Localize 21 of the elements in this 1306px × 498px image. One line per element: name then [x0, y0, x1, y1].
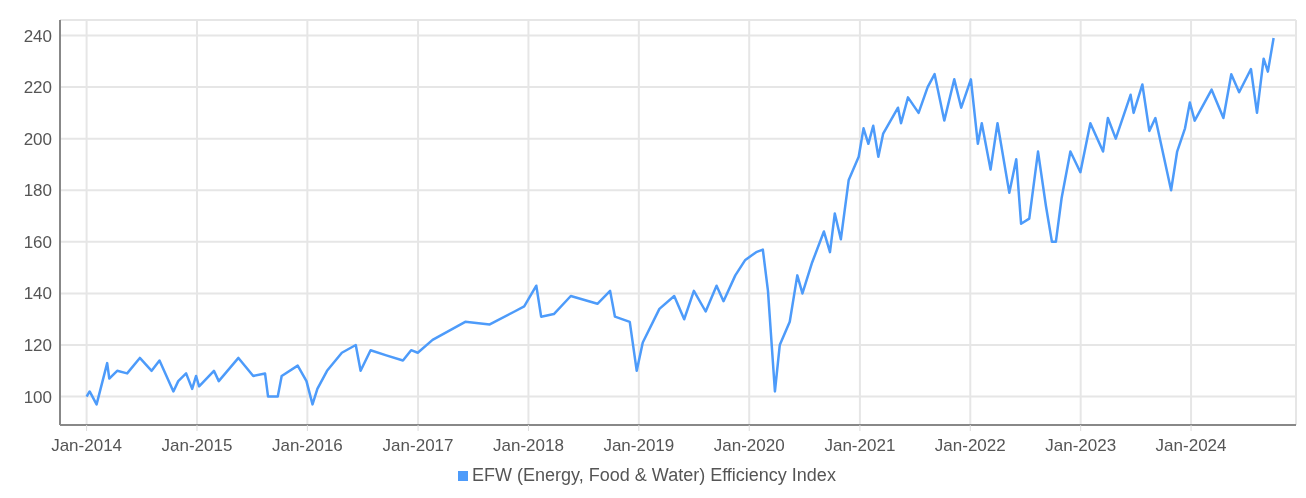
x-tick-label: Jan-2017	[382, 436, 454, 456]
x-tick-label: Jan-2015	[161, 436, 233, 456]
y-tick-label: 180	[23, 181, 52, 201]
y-tick-label: 200	[23, 129, 52, 149]
x-tick-label: Jan-2014	[51, 436, 123, 456]
line-series	[85, 36, 1275, 406]
legend-label: EFW (Energy, Food & Water) Efficiency Index	[472, 465, 836, 485]
y-tick-label: 240	[23, 26, 52, 46]
x-tick-label: Jan-2016	[271, 436, 343, 456]
x-tick-label: Jan-2019	[603, 436, 675, 456]
x-tick-label: Jan-2018	[493, 436, 564, 456]
x-tick-label: Jan-2023	[1045, 436, 1117, 456]
y-tick-label: 100	[23, 387, 52, 407]
x-tick-label: Jan-2020	[713, 436, 785, 456]
y-tick-label: 120	[23, 336, 52, 356]
y-tick-label: 220	[23, 78, 52, 98]
y-tick-label: 160	[23, 232, 52, 252]
y-tick-label: 140	[23, 284, 52, 304]
x-tick-label: Jan-2021	[824, 436, 896, 456]
x-tick-label: Jan-2022	[934, 436, 1006, 456]
x-tick-label: Jan-2024	[1155, 436, 1227, 456]
